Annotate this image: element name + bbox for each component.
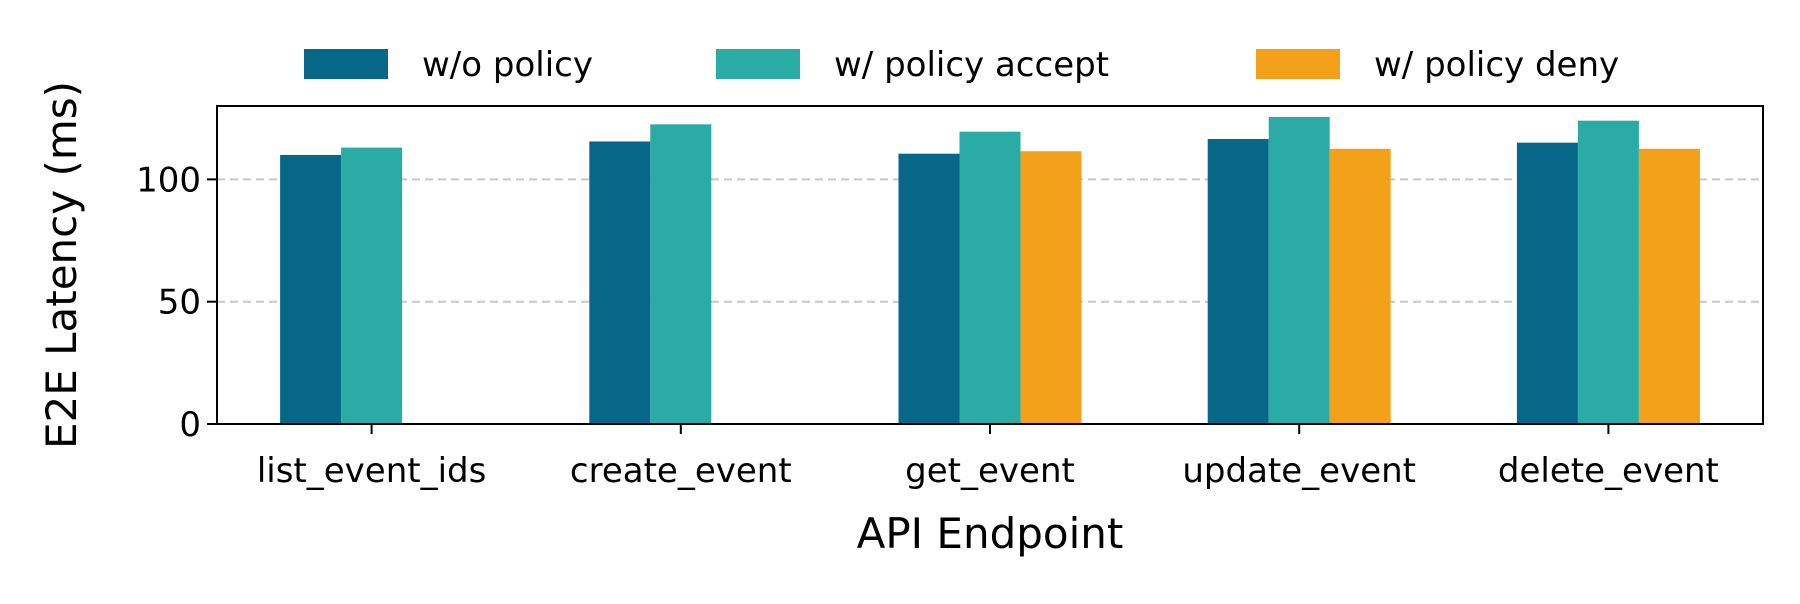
bar (1268, 117, 1330, 424)
y-axis-title: E2E Latency (ms) (37, 81, 86, 449)
x-tick-label: list_event_ids (257, 451, 487, 491)
bar (1207, 139, 1269, 424)
legend-swatch (304, 49, 388, 79)
bars (280, 117, 1700, 425)
x-tick-label: get_event (905, 451, 1075, 491)
bar (1638, 148, 1700, 425)
y-axis-ticks: 0 50 100 (136, 160, 217, 445)
bar (1577, 120, 1639, 424)
bar (280, 154, 342, 424)
bar (341, 147, 403, 425)
y-tick-label: 0 (179, 405, 201, 445)
x-axis-title: API Endpoint (857, 509, 1124, 558)
bar (1020, 151, 1082, 424)
legend-label: w/o policy (422, 45, 593, 85)
x-tick-label: update_event (1182, 451, 1416, 491)
bar (1516, 142, 1578, 424)
x-tick-label: create_event (570, 451, 792, 491)
legend: w/o policy w/ policy accept w/ policy deny (304, 45, 1619, 85)
y-tick-label: 50 (158, 283, 201, 323)
legend-swatch (1256, 49, 1340, 79)
bar (1329, 148, 1391, 425)
x-tick-label: delete_event (1498, 451, 1719, 491)
legend-swatch (716, 49, 800, 79)
legend-label: w/ policy deny (1374, 45, 1619, 85)
y-tick-label: 100 (136, 160, 201, 200)
x-axis-ticks: list_event_ids create_event get_event updat… (257, 424, 1719, 491)
legend-label: w/ policy accept (834, 45, 1109, 85)
bar (898, 153, 960, 424)
bar (959, 131, 1021, 424)
bar (589, 141, 651, 424)
bar (650, 124, 712, 424)
